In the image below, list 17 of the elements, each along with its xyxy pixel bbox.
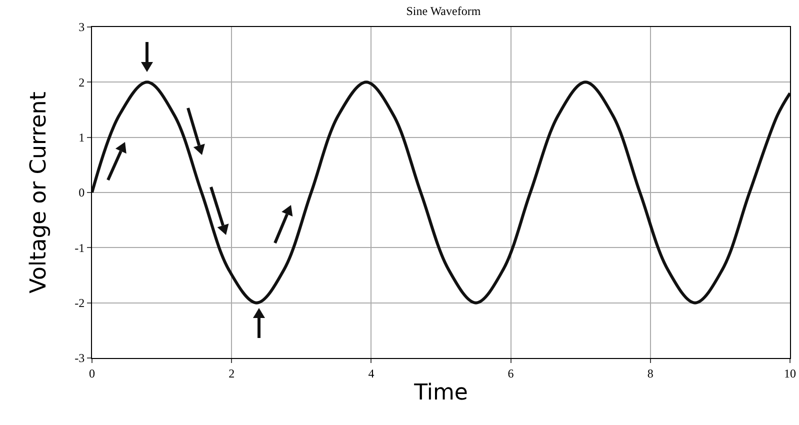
y-tick-label: -2	[74, 296, 85, 310]
y-tick-label: 1	[78, 130, 85, 145]
x-tick-label: 0	[89, 366, 95, 380]
y-tick-label: 2	[78, 75, 85, 90]
x-axis-title: Time	[413, 380, 468, 406]
x-tick-label: 6	[508, 366, 514, 380]
y-tick-label: 3	[78, 20, 85, 34]
x-tick-label: 2	[228, 366, 235, 380]
y-tick-label: -3	[74, 351, 85, 366]
chart-title: Sine Waveform	[406, 4, 482, 18]
y-tick-label: 0	[78, 186, 85, 200]
x-tick-label: 10	[784, 366, 796, 380]
y-tick-label: -1	[74, 240, 85, 255]
y-axis-title: Voltage or Current	[26, 91, 52, 294]
x-tick-label: 4	[368, 366, 374, 380]
x-tick-label: 8	[647, 366, 654, 380]
line-series	[92, 80, 790, 304]
